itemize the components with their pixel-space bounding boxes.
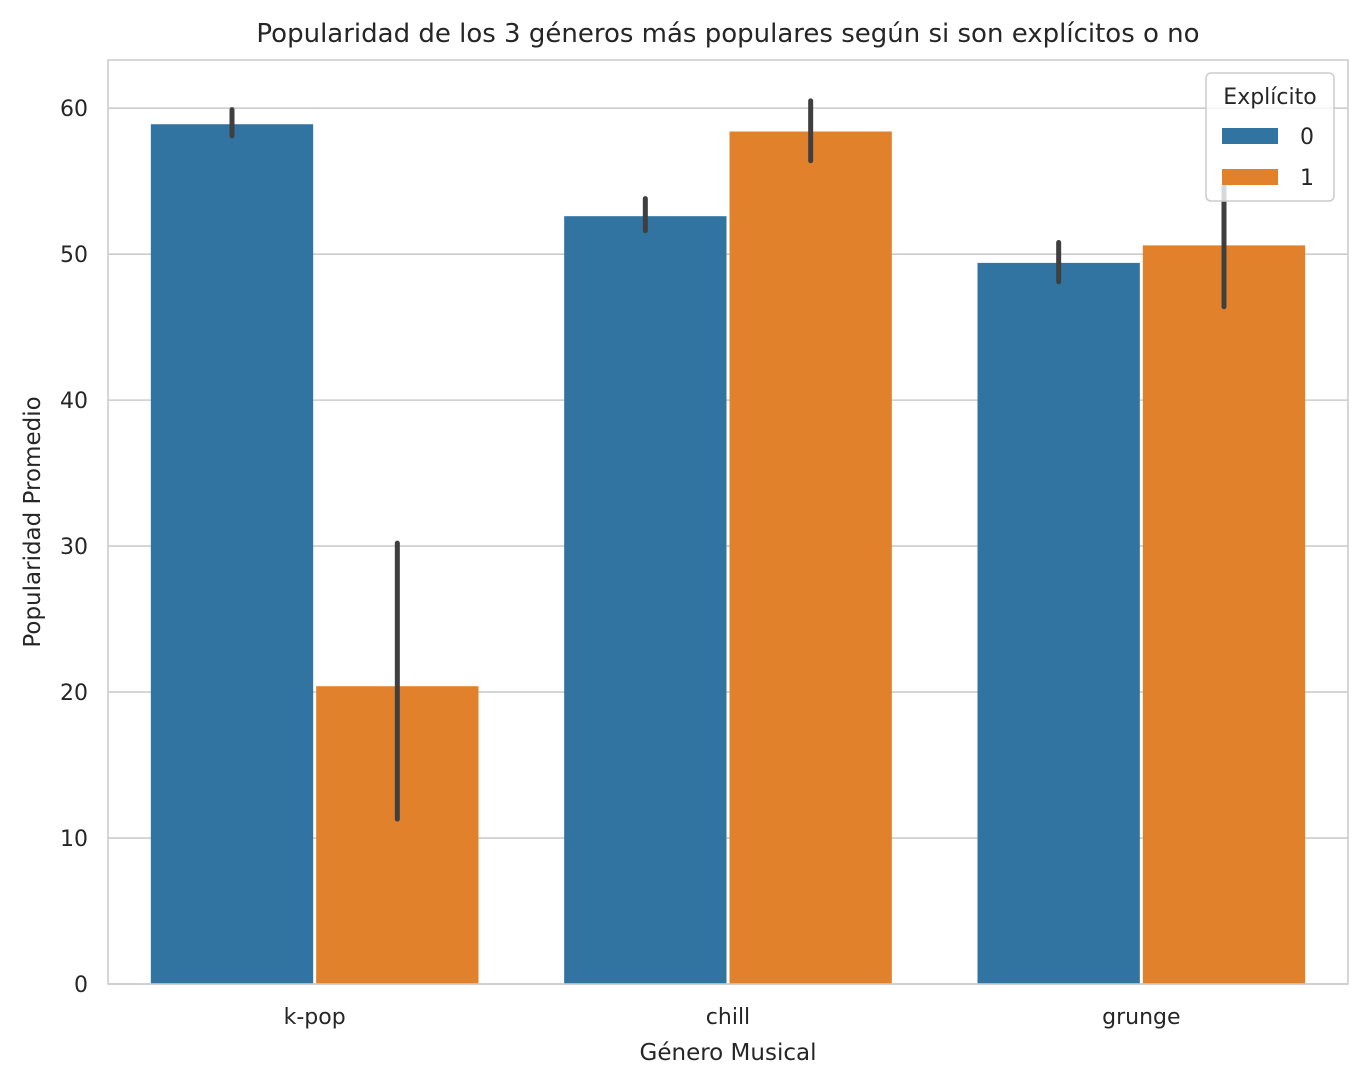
legend-swatch bbox=[1222, 128, 1278, 144]
chart-title: Popularidad de los 3 géneros más popular… bbox=[256, 19, 1199, 49]
y-tick-label: 10 bbox=[60, 827, 88, 852]
y-tick-label: 60 bbox=[60, 97, 88, 122]
x-tick-label: chill bbox=[706, 1005, 750, 1030]
y-axis-ticks: 0 10 20 30 40 50 60 bbox=[60, 97, 88, 998]
error-bars bbox=[229, 98, 1227, 822]
bars bbox=[150, 124, 1306, 985]
bar-grunge-explicito-1 bbox=[1142, 245, 1306, 984]
x-axis-title: Género Musical bbox=[640, 1040, 817, 1066]
legend-swatch bbox=[1222, 169, 1278, 185]
x-tick-label: grunge bbox=[1102, 1005, 1180, 1030]
legend: Explícito 0 1 bbox=[1205, 72, 1335, 202]
legend-label: 0 bbox=[1300, 125, 1314, 150]
grid bbox=[108, 107, 1348, 985]
x-axis-ticks: k-pop chill grunge bbox=[284, 1005, 1181, 1030]
y-tick-label: 50 bbox=[60, 243, 88, 268]
y-axis-title: Popularidad Promedio bbox=[20, 396, 46, 647]
legend-title: Explícito bbox=[1223, 85, 1316, 110]
plot-frame bbox=[107, 59, 1349, 985]
y-tick-label: 30 bbox=[60, 535, 88, 560]
bar-chill-explicito-0 bbox=[564, 216, 727, 984]
y-tick-label: 20 bbox=[60, 681, 88, 706]
bar-grunge-explicito-0 bbox=[977, 262, 1140, 984]
y-tick-label: 0 bbox=[74, 973, 88, 998]
bar-chill-explicito-1 bbox=[729, 131, 892, 984]
legend-label: 1 bbox=[1300, 166, 1314, 191]
bar-k-pop-explicito-0 bbox=[150, 124, 314, 985]
y-tick-label: 40 bbox=[60, 389, 88, 414]
x-tick-label: k-pop bbox=[284, 1005, 346, 1030]
